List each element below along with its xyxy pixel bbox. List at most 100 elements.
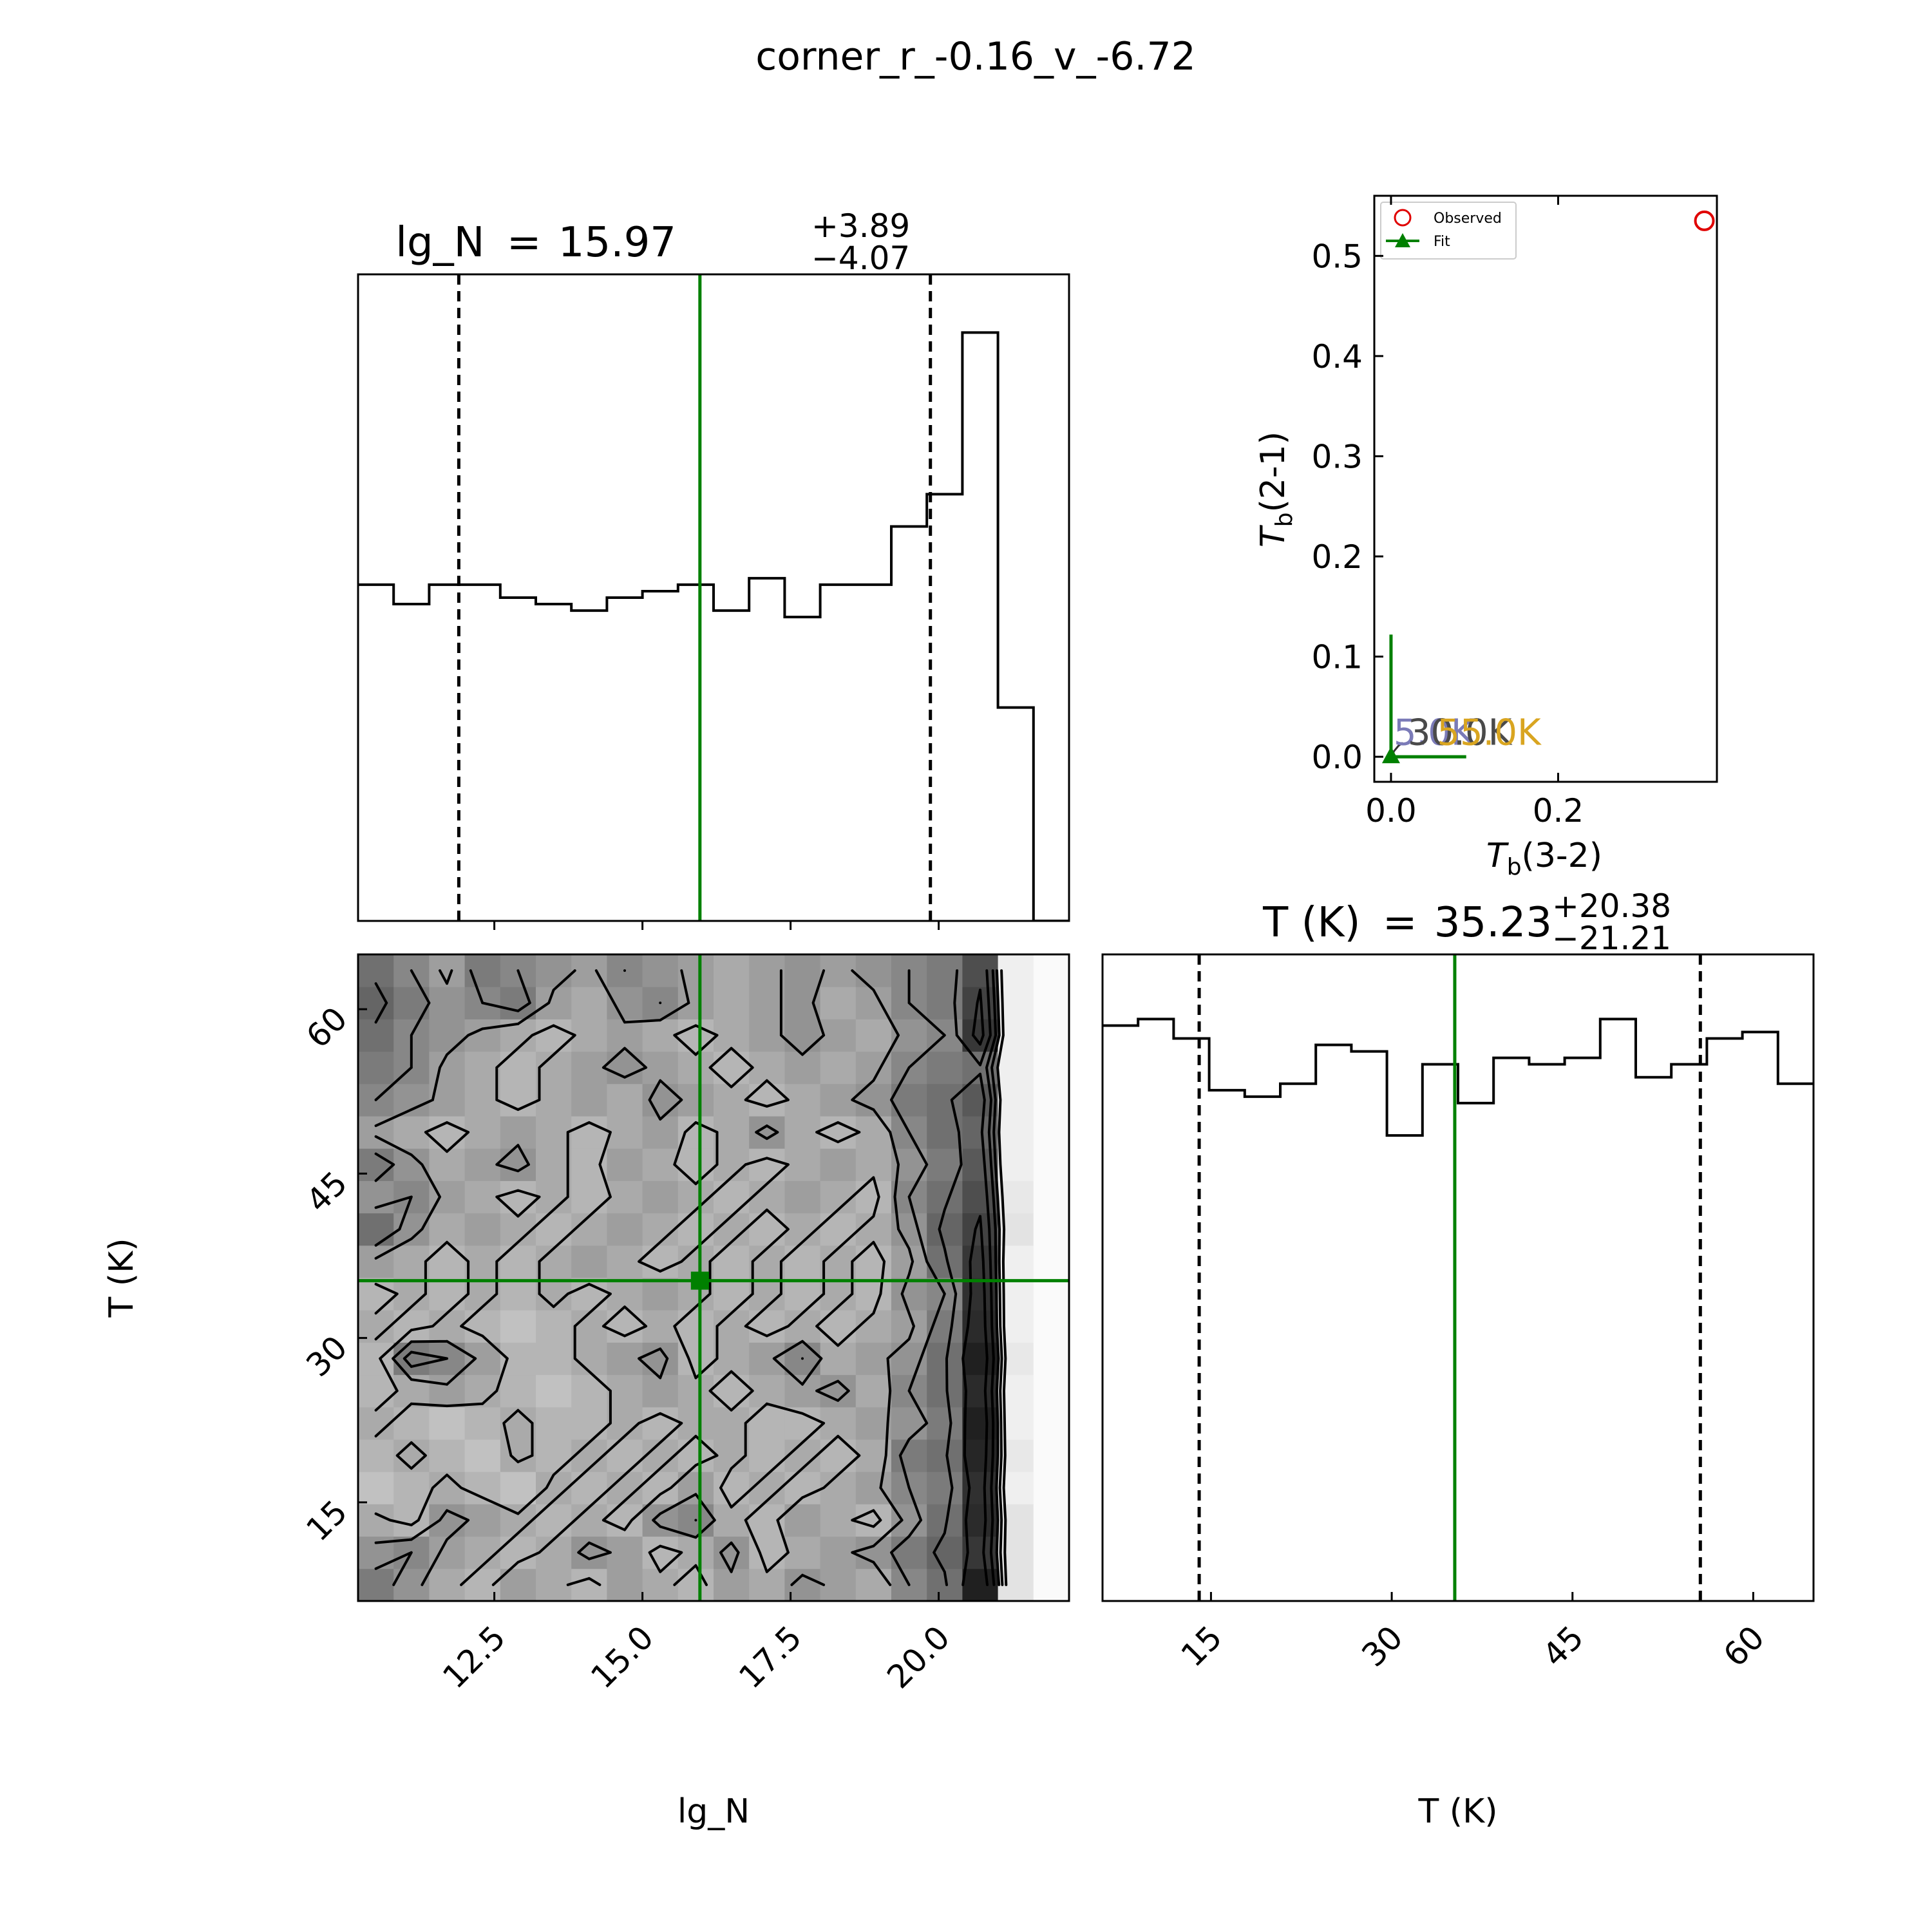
- heatmap-cell: [677, 1180, 714, 1214]
- heatmap-cell: [536, 1245, 572, 1278]
- t-histogram-step: [1103, 1018, 1814, 1137]
- heatmap-cell: [1033, 1148, 1069, 1181]
- t-title-value: 35.23: [1434, 899, 1552, 947]
- heatmap-cell: [642, 1019, 679, 1052]
- heatmap-cell: [677, 987, 714, 1019]
- heatmap-cell: [855, 1374, 892, 1408]
- posterior-ytick-label-1: 30: [299, 1329, 354, 1384]
- heatmap-cell: [500, 1278, 536, 1311]
- lg-n-histogram-step: [358, 331, 1069, 921]
- heatmap-cell: [749, 954, 785, 987]
- posterior-xtick-label-0: 12.5: [435, 1618, 513, 1696]
- heatmap-cell: [714, 1051, 750, 1084]
- heatmap-cell: [820, 954, 857, 987]
- heatmap-cell: [607, 1374, 643, 1408]
- tb-scatter-x-ticks: 0.0 0.2: [1365, 196, 1584, 829]
- heatmap-cell: [358, 1568, 394, 1601]
- tb-scatter-x-label: Tb(3-2): [1486, 837, 1602, 880]
- heatmap-cell: [677, 1536, 714, 1569]
- lg-n-histogram-frame: [357, 273, 1070, 922]
- heatmap-cell: [1033, 987, 1069, 1019]
- heatmap-cell: [571, 1083, 607, 1117]
- posterior-ytick-label-0: 15: [299, 1493, 354, 1548]
- heatmap-cell: [536, 1180, 572, 1214]
- heatmap-cell: [642, 1439, 679, 1472]
- lg-n-title-plus: +3.89: [811, 207, 910, 245]
- heatmap-cell: [855, 1278, 892, 1311]
- tb-scatter-ytick-label-0: 0.0: [1311, 739, 1363, 776]
- heatmap-cell: [749, 1406, 785, 1440]
- heatmap-cell: [714, 1374, 750, 1408]
- heatmap-cell: [677, 1374, 714, 1408]
- t-title-plus: +20.38: [1552, 887, 1671, 925]
- tb-scatter-ytick-label-3: 0.3: [1311, 438, 1363, 475]
- heatmap-cell: [358, 1342, 394, 1376]
- heatmap-cell: [962, 1278, 999, 1311]
- heatmap-cell: [784, 1148, 821, 1181]
- heatmap-cell: [927, 1213, 963, 1246]
- heatmap-contours: [374, 969, 1008, 1586]
- heatmap-cell: [642, 1406, 679, 1440]
- heatmap-cell: [500, 1245, 536, 1278]
- heatmap-cell: [855, 1180, 892, 1214]
- tb-y-label-rest: (2-1): [1254, 431, 1293, 513]
- heatmap-cell: [642, 1342, 679, 1376]
- heatmap-cell: [500, 1180, 536, 1214]
- heatmap-cell: [820, 1083, 857, 1117]
- heatmap-cell: [784, 954, 821, 987]
- legend-observed-marker: [1394, 209, 1412, 227]
- posterior-y-ticks: 15 30 45 60: [299, 1000, 367, 1548]
- heatmap-cell: [1033, 1536, 1069, 1569]
- tb-x-label-main: T: [1486, 837, 1510, 875]
- heatmap-cell: [358, 987, 394, 1019]
- heatmap-cell: [855, 1116, 892, 1149]
- posterior-x-label: lg_N: [677, 1792, 750, 1831]
- heatmap-cell: [607, 1245, 643, 1278]
- heatmap-cell: [571, 1439, 607, 1472]
- lg-n-panel-title: lg_N = 15.97: [395, 219, 676, 267]
- tb-scatter-ytick-label-4: 0.4: [1311, 338, 1363, 375]
- heatmap-cell: [536, 1148, 572, 1181]
- contour-level-0: [374, 969, 1008, 1586]
- heatmap-cell: [749, 1374, 785, 1408]
- heatmap-cell: [855, 954, 892, 987]
- heatmap-cell: [784, 1051, 821, 1084]
- heatmap-cell: [1033, 1245, 1069, 1278]
- heatmap-cell: [429, 1504, 466, 1537]
- heatmap-cell: [962, 1245, 999, 1278]
- heatmap-cell: [607, 1439, 643, 1472]
- posterior-ytick-label-2: 45: [299, 1164, 354, 1220]
- posterior-ytick-label-3: 60: [299, 1000, 354, 1056]
- heatmap-cell: [714, 1439, 750, 1472]
- heatmap-cell: [820, 1116, 857, 1149]
- lg-n-title-param: lg_N: [395, 219, 484, 267]
- heatmap-cell: [642, 1310, 679, 1343]
- heatmap-cell: [714, 954, 750, 987]
- heatmap-cell: [749, 1213, 785, 1246]
- heatmap-cell: [607, 1083, 643, 1117]
- heatmap-cell: [358, 1439, 394, 1472]
- tb-y-label-sub: b: [1271, 512, 1298, 527]
- heatmap-cell: [500, 1083, 536, 1117]
- heatmap-cell: [571, 1245, 607, 1278]
- heatmap-cell: [784, 1278, 821, 1311]
- heatmap-cell: [358, 1213, 394, 1246]
- heatmap-cell: [820, 1439, 857, 1472]
- heatmap-cell: [642, 1278, 679, 1311]
- heatmap-cell: [820, 1213, 857, 1246]
- temperature-label-30k: 30.0K: [1408, 712, 1513, 753]
- heatmap-cell: [536, 1568, 572, 1601]
- heatmap-cell: [820, 1278, 857, 1311]
- heatmap-cell: [607, 1406, 643, 1440]
- heatmap-cell: [607, 987, 643, 1019]
- heatmap-cell: [500, 1536, 536, 1569]
- heatmap-cell: [393, 1245, 430, 1278]
- heatmap-cell: [642, 1213, 679, 1246]
- heatmap-cell: [571, 1310, 607, 1343]
- heatmap-cell: [571, 1148, 607, 1181]
- tb-x-label-sub: b: [1507, 854, 1522, 880]
- heatmap-cell: [464, 1148, 501, 1181]
- heatmap-cell: [784, 1310, 821, 1343]
- heatmap-cell: [855, 1019, 892, 1052]
- heatmap-cell: [749, 1180, 785, 1214]
